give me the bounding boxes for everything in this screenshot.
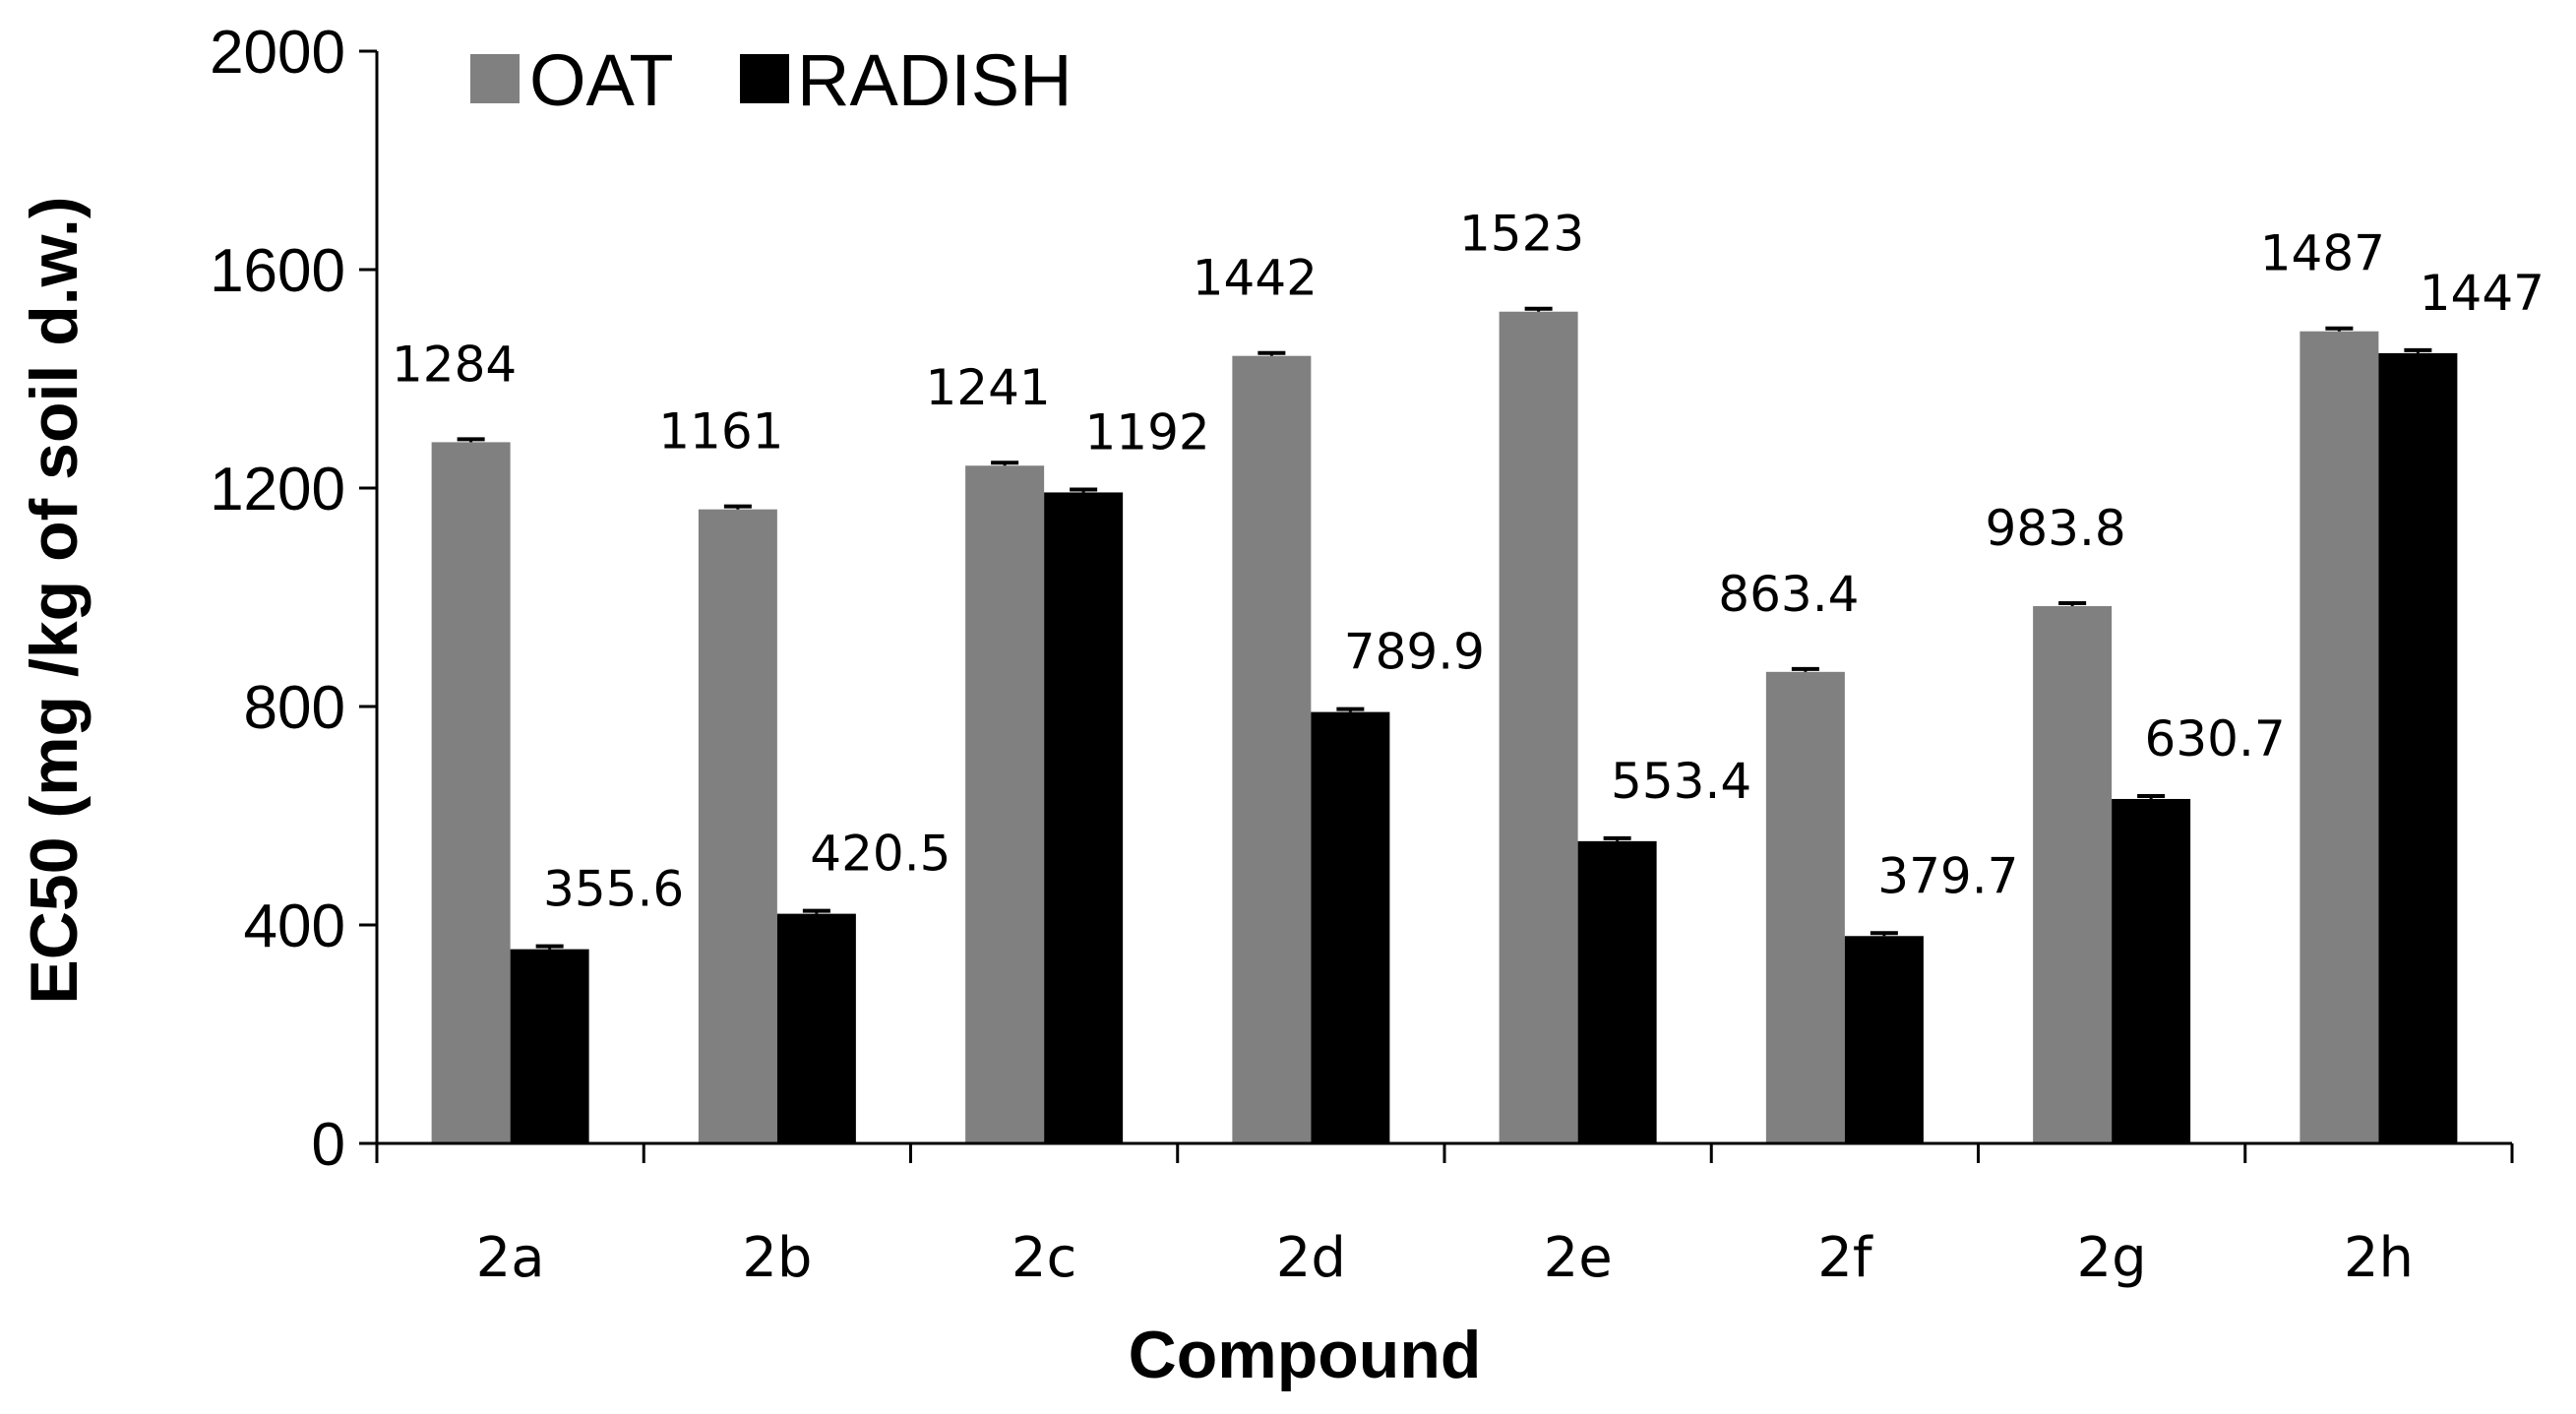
data-label-oat-2e: 1523 — [1459, 206, 1584, 263]
bar-oat-2c — [965, 465, 1045, 1143]
data-label-oat-2g: 983.8 — [1986, 500, 2126, 557]
data-label-radish-2g: 630.7 — [2145, 710, 2286, 768]
data-label-radish-2f: 379.7 — [1877, 847, 2018, 904]
x-tick-label: 2c — [1012, 1226, 1076, 1290]
y-tick-label: 400 — [244, 892, 345, 960]
legend: OAT RADISH — [470, 39, 1073, 121]
bar-radish-2e — [1577, 840, 1657, 1143]
x-tick-label: 2g — [2077, 1226, 2147, 1290]
bar-radish-2b — [776, 913, 856, 1143]
legend-swatch-oat — [470, 54, 520, 103]
bar-oat-2d — [1232, 355, 1312, 1143]
data-label-radish-2c: 1192 — [1085, 403, 1210, 461]
y-tick-label: 2000 — [210, 19, 345, 87]
bar-oat-2a — [431, 442, 511, 1143]
data-label-oat-2f: 863.4 — [1718, 566, 1859, 623]
x-tick-label: 2h — [2344, 1226, 2414, 1290]
data-label-radish-2b: 420.5 — [810, 826, 951, 883]
x-tick-label: 2d — [1276, 1226, 1346, 1290]
bar-radish-2c — [1044, 492, 1124, 1143]
x-axis-title: Compound — [1129, 1318, 1482, 1392]
x-axis-ticks: 2a 2b 2c 2d 2e 2f 2g 2h — [375, 1143, 2514, 1290]
data-label-oat-2h: 1487 — [2260, 225, 2385, 282]
legend-label-oat: OAT — [529, 39, 674, 121]
data-label-oat-2d: 1442 — [1193, 250, 1318, 307]
bar-oat-2f — [1765, 671, 1845, 1143]
data-label-radish-2a: 355.6 — [543, 861, 684, 918]
data-labels: 1284 355.6 1161 420.5 1241 1192 1442 789.9 1523 5… — [392, 206, 2545, 918]
bar-series — [431, 306, 2458, 1144]
bar-radish-2d — [1311, 711, 1390, 1143]
bar-oat-2g — [2033, 605, 2113, 1143]
x-tick-label: 2b — [742, 1226, 812, 1290]
data-label-oat-2a: 1284 — [392, 336, 517, 393]
bar-oat-2b — [698, 509, 777, 1143]
bar-oat-2e — [1499, 311, 1578, 1143]
y-axis-title: EC50 (mg /kg of soil d.w.) — [17, 196, 92, 1004]
data-label-oat-2c: 1241 — [926, 359, 1051, 416]
legend-swatch-radish — [740, 54, 789, 103]
bar-radish-2h — [2378, 352, 2458, 1143]
x-tick-label: 2e — [1544, 1226, 1613, 1290]
data-label-radish-2h: 1447 — [2420, 265, 2545, 322]
data-label-radish-2d: 789.9 — [1344, 624, 1485, 681]
bar-radish-2f — [1844, 936, 1924, 1143]
y-axis-ticks: 0 400 800 1200 1600 2000 — [210, 19, 377, 1179]
bar-oat-2h — [2300, 331, 2379, 1144]
bar-radish-2a — [510, 949, 589, 1143]
y-tick-label: 1600 — [210, 237, 345, 305]
x-tick-label: 2f — [1817, 1226, 1873, 1290]
data-label-oat-2b: 1161 — [658, 403, 783, 461]
y-tick-label: 1200 — [210, 456, 345, 523]
y-tick-label: 0 — [312, 1111, 345, 1179]
legend-label-radish: RADISH — [797, 39, 1073, 121]
x-tick-label: 2a — [476, 1226, 545, 1290]
data-label-radish-2e: 553.4 — [1611, 753, 1751, 810]
y-tick-label: 800 — [244, 674, 345, 742]
bar-radish-2g — [2112, 798, 2191, 1143]
